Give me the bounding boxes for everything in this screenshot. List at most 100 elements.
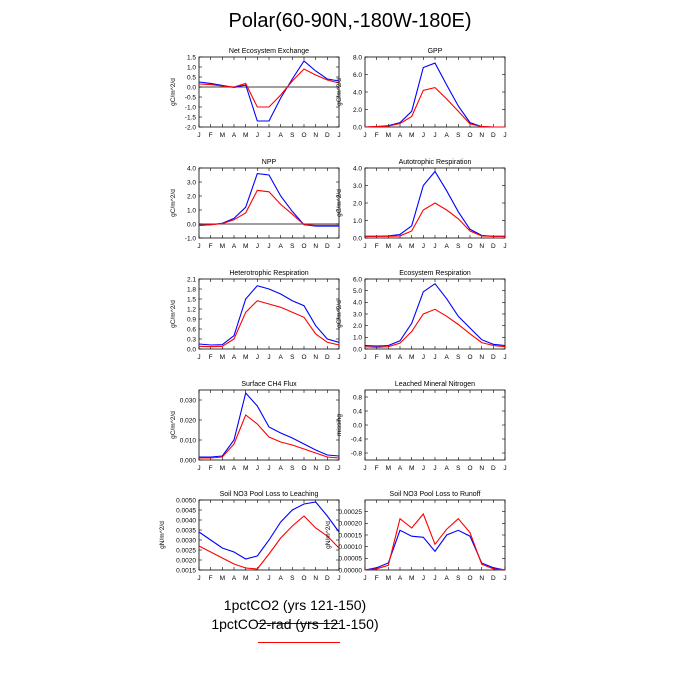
y-tick-label: -0.8 <box>351 450 363 457</box>
x-tick-label: J <box>422 354 425 361</box>
x-tick-label: M <box>386 575 391 582</box>
x-tick-label: J <box>267 354 270 361</box>
x-tick-label: D <box>325 575 330 582</box>
x-tick-label: M <box>220 132 225 139</box>
y-tick-label: 2.0 <box>353 107 362 114</box>
legend-line-red <box>258 642 340 643</box>
series-line <box>198 68 340 108</box>
x-tick-label: F <box>375 132 379 139</box>
series-line <box>198 300 340 348</box>
y-tick-label: 0.0 <box>187 84 196 91</box>
x-tick-label: M <box>220 243 225 250</box>
x-tick-label: F <box>209 354 213 361</box>
x-tick-label: D <box>325 243 330 250</box>
y-tick-label: 8.0 <box>353 54 362 61</box>
x-tick-label: M <box>409 354 414 361</box>
series-line <box>198 60 340 122</box>
x-tick-label: J <box>433 575 436 582</box>
x-tick-label: J <box>337 354 340 361</box>
x-tick-label: O <box>467 354 472 361</box>
x-tick-label: M <box>220 354 225 361</box>
panel-title: Leached Mineral Nitrogen <box>395 381 475 388</box>
x-tick-label: A <box>398 465 403 472</box>
x-tick-label: J <box>267 465 270 472</box>
y-tick-label: -1.0 <box>185 104 197 111</box>
y-tick-label: 0.0015 <box>176 567 196 574</box>
plot-frame <box>364 56 506 128</box>
y-tick-label: 0.0050 <box>176 497 196 504</box>
series-line <box>198 501 340 560</box>
x-tick-label: J <box>503 575 506 582</box>
plot-frame <box>364 389 506 461</box>
plot-frame <box>198 389 340 461</box>
x-tick-label: A <box>444 575 449 582</box>
x-tick-label: D <box>325 354 330 361</box>
x-tick-label: J <box>337 465 340 472</box>
x-tick-label: F <box>375 354 379 361</box>
y-axis-label: gC/m^2/d <box>336 78 343 106</box>
x-tick-label: F <box>375 465 379 472</box>
y-axis-label: gC/m^2/d <box>170 300 177 328</box>
x-tick-label: S <box>290 243 295 250</box>
x-tick-label: S <box>456 354 461 361</box>
x-tick-label: D <box>325 465 330 472</box>
x-tick-label: S <box>456 243 461 250</box>
plot-frame <box>198 167 340 239</box>
x-tick-label: J <box>363 132 366 139</box>
y-axis-label: gC/m^2/d <box>170 411 177 439</box>
y-axis-label: gC/m^2/d <box>170 78 177 106</box>
x-tick-label: A <box>398 132 403 139</box>
x-tick-label: M <box>243 354 248 361</box>
x-tick-label: N <box>479 132 484 139</box>
x-tick-label: O <box>301 354 306 361</box>
x-tick-label: J <box>363 575 366 582</box>
x-tick-label: S <box>290 465 295 472</box>
x-tick-label: A <box>232 243 237 250</box>
x-tick-label: M <box>243 243 248 250</box>
x-tick-label: J <box>197 465 200 472</box>
x-tick-label: J <box>256 132 259 139</box>
plot-frame <box>198 56 340 128</box>
x-tick-label: M <box>409 575 414 582</box>
x-tick-label: J <box>267 575 270 582</box>
x-tick-label: M <box>409 465 414 472</box>
x-tick-label: N <box>479 465 484 472</box>
x-tick-label: J <box>337 575 340 582</box>
x-tick-label: O <box>467 132 472 139</box>
panel-title: Ecosystem Respiration <box>399 270 471 277</box>
y-tick-label: 0.010 <box>180 437 197 444</box>
y-tick-label: 6.0 <box>353 276 362 283</box>
x-tick-label: M <box>243 575 248 582</box>
x-tick-label: A <box>278 243 283 250</box>
x-tick-label: J <box>422 575 425 582</box>
x-tick-label: J <box>267 243 270 250</box>
y-axis-label: gN/m^2/d <box>159 521 166 549</box>
x-tick-label: M <box>220 465 225 472</box>
x-tick-label: J <box>267 132 270 139</box>
y-tick-label: 0.00015 <box>339 532 363 539</box>
x-tick-label: S <box>456 575 461 582</box>
x-tick-label: N <box>313 575 318 582</box>
x-tick-label: J <box>422 243 425 250</box>
x-tick-label: S <box>456 465 461 472</box>
x-tick-label: J <box>337 132 340 139</box>
x-tick-label: A <box>232 575 237 582</box>
y-tick-label: -0.5 <box>185 94 197 101</box>
y-tick-label: 0.4 <box>353 408 362 415</box>
x-tick-label: O <box>301 132 306 139</box>
x-tick-label: O <box>301 575 306 582</box>
plot-frame <box>198 499 340 571</box>
series-line <box>198 515 340 570</box>
x-tick-label: A <box>278 465 283 472</box>
x-tick-label: J <box>363 243 366 250</box>
x-tick-label: A <box>232 465 237 472</box>
y-tick-label: 0.0040 <box>176 517 196 524</box>
y-tick-label: 1.5 <box>187 296 196 303</box>
y-tick-label: 0.0045 <box>176 507 196 514</box>
y-axis-label: missing <box>336 414 343 436</box>
series-line <box>364 308 506 348</box>
x-tick-label: J <box>503 132 506 139</box>
